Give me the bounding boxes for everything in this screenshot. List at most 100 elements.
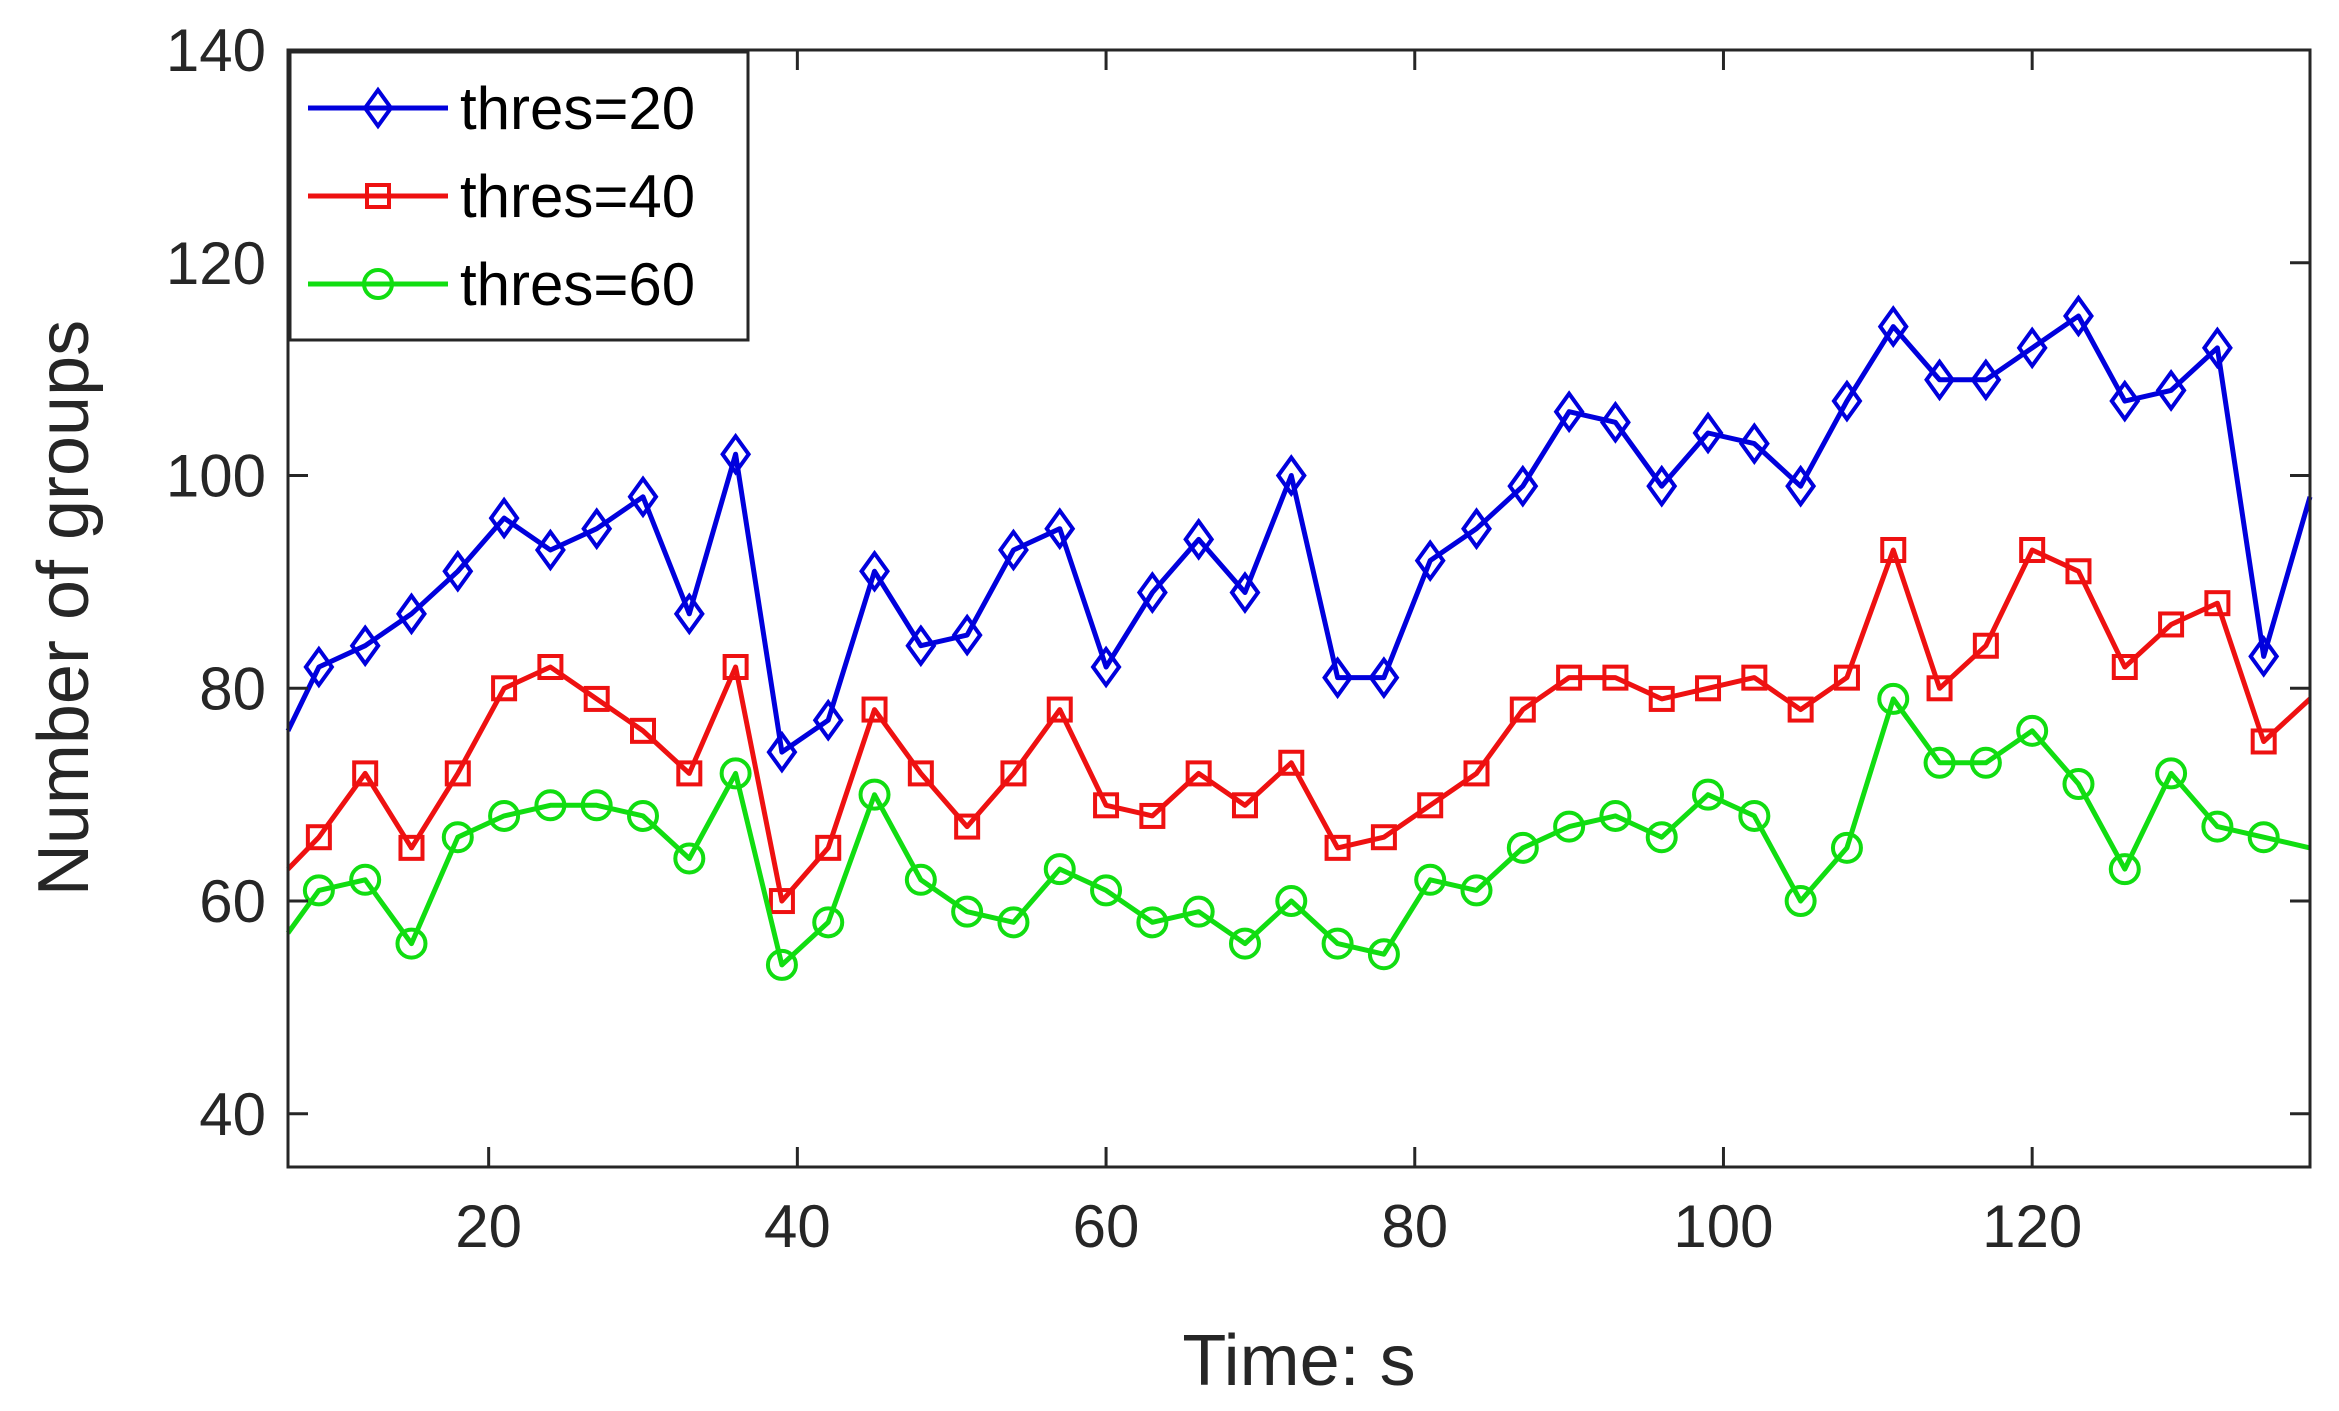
data-point	[1784, 885, 1817, 918]
data-point	[951, 613, 983, 657]
data-point	[1043, 853, 1076, 886]
data-point	[1923, 746, 1956, 779]
data-point	[1556, 664, 1583, 691]
data-point	[2016, 326, 2048, 370]
x-tick-label: 100	[1673, 1193, 1773, 1260]
data-point	[1787, 696, 1814, 723]
x-tick-label: 40	[764, 1193, 831, 1260]
data-point	[398, 834, 425, 861]
tick-layer: 20 40 60 80 100 120 40 60 80 100 120 140	[166, 17, 2310, 1260]
data-point	[1830, 831, 1863, 864]
data-point	[673, 842, 706, 875]
data-point	[1648, 685, 1675, 712]
y-tick-label: 140	[166, 17, 266, 84]
data-point	[302, 874, 335, 907]
series-circle	[285, 682, 2311, 981]
x-tick-label: 60	[1073, 1193, 1140, 1260]
data-point	[2201, 326, 2233, 370]
data-point	[2155, 757, 2188, 790]
data-point	[859, 549, 891, 593]
data-point	[1553, 390, 1585, 434]
data-point	[537, 654, 564, 681]
data-point	[2247, 821, 2280, 854]
legend-marker	[365, 183, 391, 209]
data-point	[1370, 824, 1397, 851]
legend-marker	[362, 268, 394, 300]
data-point	[1183, 517, 1215, 561]
data-point	[2248, 634, 2280, 678]
data-point	[303, 645, 335, 689]
data-point	[581, 507, 613, 551]
data-point	[1969, 746, 2002, 779]
data-point	[627, 799, 660, 832]
x-tick-label: 20	[455, 1193, 522, 1260]
data-point	[1414, 863, 1447, 896]
data-point	[1880, 536, 1907, 563]
x-tick-label: 120	[1982, 1193, 2082, 1260]
data-point	[1461, 507, 1492, 551]
data-point	[534, 528, 566, 572]
data-point	[858, 778, 891, 811]
data-point	[1831, 379, 1863, 423]
legend-item: thres=60	[308, 251, 695, 318]
data-point	[2204, 590, 2231, 617]
legend: thres=20 thres=40 thres=60	[288, 50, 750, 342]
data-point	[1229, 571, 1261, 614]
data-point	[768, 888, 795, 915]
data-point	[1553, 810, 1586, 843]
data-point	[997, 906, 1030, 939]
data-point	[442, 549, 474, 593]
series-diamond	[285, 294, 2313, 774]
data-point	[2158, 611, 2185, 638]
data-point	[951, 895, 984, 928]
data-point	[2019, 536, 2046, 563]
data-point	[861, 696, 888, 723]
legend-label: thres=20	[460, 75, 695, 142]
data-point	[1228, 927, 1261, 960]
data-point	[1322, 656, 1354, 700]
data-point	[488, 799, 521, 832]
data-point	[1972, 632, 1999, 659]
data-point	[720, 432, 752, 476]
data-point	[1602, 664, 1629, 691]
data-point	[1738, 799, 1771, 832]
data-point	[1926, 675, 1953, 702]
data-point	[1509, 696, 1536, 723]
data-point	[352, 760, 379, 787]
data-point	[1646, 464, 1678, 508]
data-point	[2108, 853, 2141, 886]
y-tick-label: 120	[166, 230, 266, 297]
data-point	[305, 824, 332, 851]
data-point	[1833, 664, 1860, 691]
data-point	[765, 948, 798, 981]
data-point	[904, 863, 937, 896]
data-point	[722, 654, 749, 681]
data-point	[2250, 728, 2277, 755]
data-point	[907, 760, 934, 787]
legend-item: thres=20	[308, 75, 695, 142]
y-tick-label: 80	[199, 655, 266, 722]
data-point	[2016, 714, 2049, 747]
data-point	[1692, 778, 1725, 811]
data-point	[1463, 760, 1490, 787]
legend-item: thres=40	[308, 163, 695, 230]
data-point	[1046, 696, 1073, 723]
data-point	[1506, 831, 1539, 864]
data-point	[1000, 760, 1027, 787]
data-point	[1741, 664, 1768, 691]
data-point	[1460, 874, 1493, 907]
data-point	[488, 496, 520, 540]
data-point	[630, 717, 657, 744]
data-point	[1275, 454, 1307, 497]
series-square	[286, 536, 2312, 915]
data-point	[396, 592, 427, 636]
series-line	[286, 547, 2312, 904]
data-point	[766, 730, 798, 774]
data-point	[627, 475, 659, 519]
data-point	[2065, 558, 2092, 585]
data-point	[2155, 369, 2187, 412]
legend-label: thres=60	[460, 251, 695, 318]
plot-frame	[286, 48, 2312, 1169]
data-point	[1136, 571, 1168, 614]
data-point	[1275, 885, 1308, 918]
